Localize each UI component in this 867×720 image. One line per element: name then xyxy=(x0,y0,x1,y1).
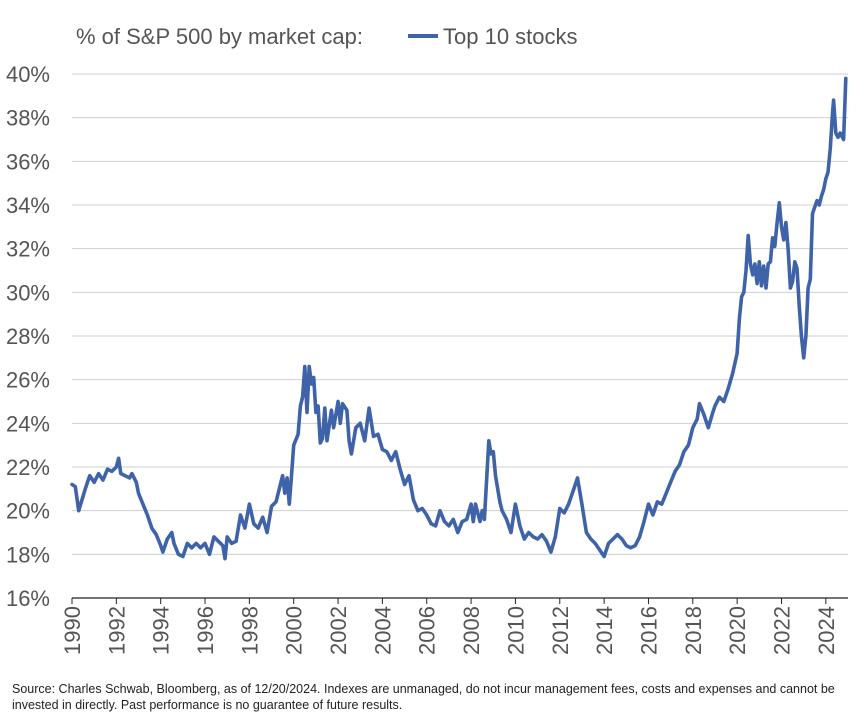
y-tick-label: 32% xyxy=(6,237,50,262)
y-tick-label: 38% xyxy=(6,106,50,131)
y-tick-label: 20% xyxy=(6,499,50,524)
gridlines xyxy=(72,73,848,555)
legend-label: Top 10 stocks xyxy=(443,24,578,49)
x-tick-label: 2000 xyxy=(282,606,307,655)
y-tick-label: 16% xyxy=(6,586,50,611)
x-tick-label: 1994 xyxy=(149,606,174,655)
x-tick-label: 1992 xyxy=(104,606,129,655)
x-tick-label: 1990 xyxy=(60,606,85,655)
x-tick-label: 2018 xyxy=(681,606,706,655)
x-tick-label: 1996 xyxy=(193,606,218,655)
x-tick-label: 2010 xyxy=(503,606,528,655)
x-tick-label: 2016 xyxy=(636,606,661,655)
x-tick-label: 2006 xyxy=(415,606,440,655)
chart-title: % of S&P 500 by market cap: xyxy=(76,24,363,49)
series-group xyxy=(70,76,848,561)
y-tick-label: 18% xyxy=(6,542,50,567)
y-tick-label: 40% xyxy=(6,62,50,87)
x-axis: 1990 1992 1994 1996 1998 2000 2002 2004 2006 2008… xyxy=(60,597,848,655)
x-tick-label: 2004 xyxy=(370,606,395,655)
x-tick-label: 2022 xyxy=(769,606,794,655)
x-tick-label: 2024 xyxy=(814,606,839,655)
y-tick-label: 30% xyxy=(6,280,50,305)
x-tick-label: 2020 xyxy=(725,606,750,655)
y-axis: 16% 18% 20% 22% 24% 26% 28% 30% 32% 34% 36% 38% 40% xyxy=(6,62,50,611)
x-tick-label: 2014 xyxy=(592,606,617,655)
x-tick-label: 1998 xyxy=(237,606,262,655)
y-tick-label: 28% xyxy=(6,324,50,349)
y-tick-label: 36% xyxy=(6,149,50,174)
series-line-top-10-stocks xyxy=(70,76,848,561)
x-tick-label: 2008 xyxy=(459,606,484,655)
x-tick-label: 2012 xyxy=(548,606,573,655)
x-tick-label: 2002 xyxy=(326,606,351,655)
source-note: Source: Charles Schwab, Bloomberg, as of… xyxy=(12,682,835,712)
y-tick-label: 24% xyxy=(6,411,50,436)
y-tick-label: 22% xyxy=(6,455,50,480)
y-tick-label: 26% xyxy=(6,368,50,393)
y-tick-label: 34% xyxy=(6,193,50,218)
